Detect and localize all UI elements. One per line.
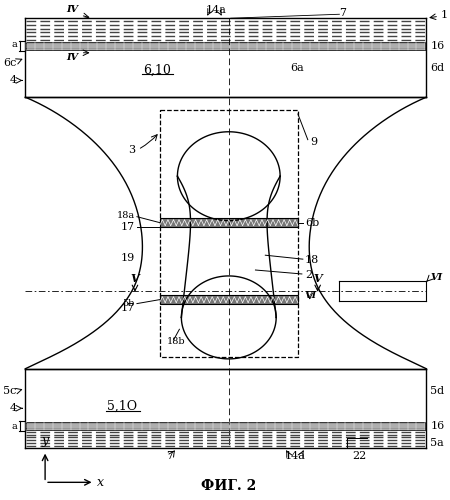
Text: ФИГ. 2: ФИГ. 2: [201, 479, 256, 493]
Text: 22: 22: [352, 450, 366, 460]
Text: 19: 19: [121, 253, 135, 263]
Text: VI: VI: [430, 274, 442, 282]
Text: VI: VI: [305, 291, 317, 300]
Text: V: V: [313, 273, 322, 284]
Text: a: a: [12, 40, 18, 50]
Text: V: V: [130, 273, 140, 284]
Text: 4: 4: [9, 404, 17, 413]
Text: 1: 1: [441, 10, 448, 20]
Text: 3: 3: [128, 144, 135, 154]
Bar: [160, 110, 298, 357]
Text: 6d: 6d: [430, 62, 444, 72]
Text: x: x: [98, 476, 104, 489]
Text: 5b: 5b: [122, 299, 135, 308]
Text: 5d: 5d: [430, 386, 444, 396]
Text: 18a: 18a: [117, 211, 135, 220]
Text: 5c: 5c: [3, 386, 17, 396]
Text: 5a: 5a: [430, 438, 444, 448]
Text: 7: 7: [166, 450, 173, 460]
Text: 6c: 6c: [3, 58, 17, 68]
Text: 14a: 14a: [284, 450, 306, 460]
Text: y: y: [41, 434, 49, 447]
Text: 18: 18: [305, 255, 319, 265]
Text: 16: 16: [430, 421, 445, 431]
Text: 16: 16: [430, 41, 445, 51]
Text: 6a: 6a: [290, 62, 304, 72]
Text: 2: 2: [305, 270, 312, 280]
Text: 17: 17: [121, 222, 135, 232]
Bar: [160, 218, 298, 227]
Text: 5,1O: 5,1O: [107, 400, 137, 413]
Text: 17: 17: [121, 302, 135, 312]
Text: 4: 4: [9, 76, 17, 86]
Text: 6b: 6b: [305, 218, 319, 228]
Text: 9: 9: [310, 136, 317, 146]
Bar: [160, 295, 298, 304]
Text: IV: IV: [67, 6, 79, 15]
Text: 6,10: 6,10: [143, 64, 171, 77]
Text: 14a: 14a: [206, 6, 226, 16]
Text: 18b: 18b: [166, 336, 185, 345]
Text: a: a: [12, 422, 18, 430]
Bar: [27, 422, 425, 430]
Text: 7: 7: [339, 8, 346, 18]
Bar: [27, 42, 425, 50]
Text: IV: IV: [67, 53, 79, 62]
